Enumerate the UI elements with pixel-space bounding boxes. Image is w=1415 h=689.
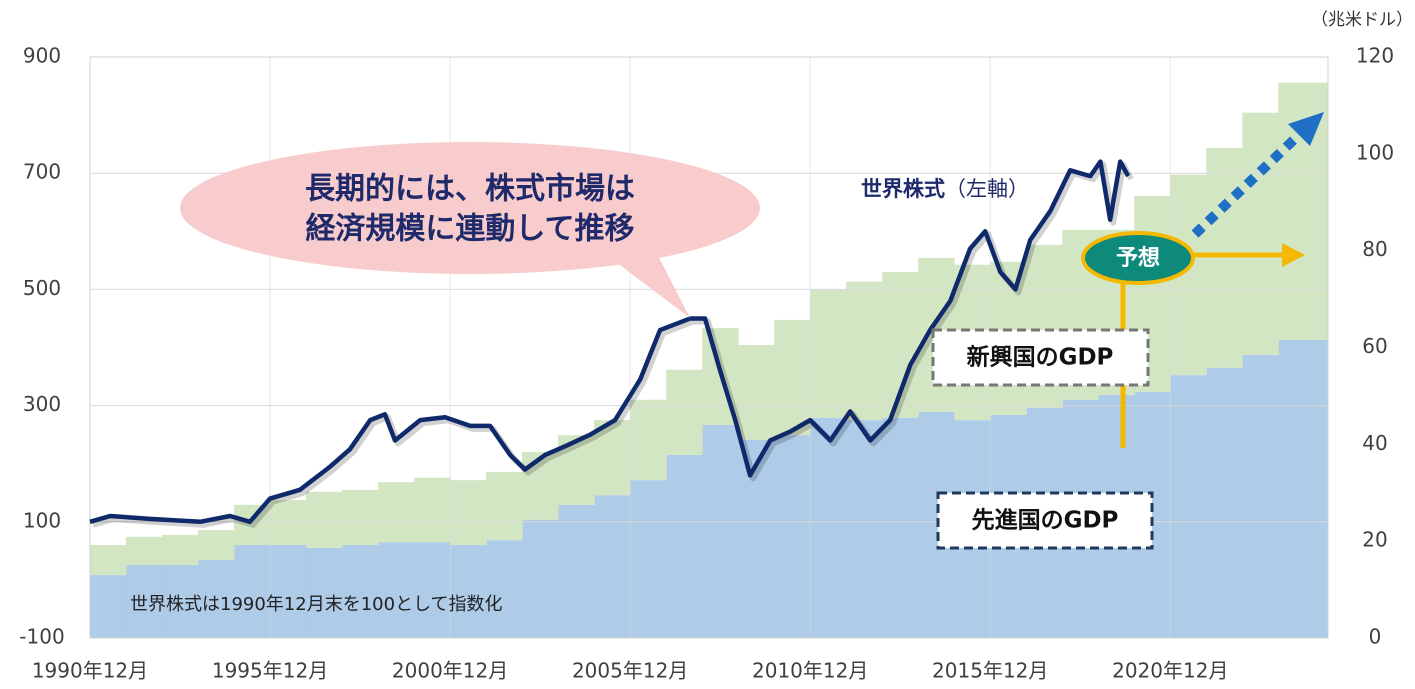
area-step: [738, 345, 775, 440]
bubble: [180, 142, 760, 274]
area-step: [1242, 354, 1279, 638]
forecast-label: 予想: [1116, 246, 1160, 271]
label-box: [936, 491, 1154, 550]
area-step: [414, 542, 451, 638]
annotations: 長期的には、株式市場は 経済規模に連動して推移 世界株式 （左軸） 予想 新興国…: [130, 10, 1413, 615]
area-step: [1170, 375, 1207, 638]
area-step: [1278, 339, 1329, 638]
area-step: [162, 564, 199, 638]
note: 世界株式は1990年12月末を100として指数化: [130, 594, 503, 615]
area-step: [666, 454, 703, 638]
area-step: [198, 530, 235, 561]
area-step: [594, 420, 631, 496]
area-step: [270, 500, 307, 546]
line: [89, 159, 1131, 525]
area-step: [522, 452, 559, 520]
area-step: [126, 536, 163, 565]
label-box: [931, 328, 1150, 387]
forecast-badge: [1081, 231, 1195, 285]
forecast-arrow: [1191, 128, 1306, 238]
area-step: [306, 491, 343, 548]
area-step: [738, 439, 775, 638]
y-tick-label: 500: [23, 276, 61, 300]
area-step: [702, 424, 739, 638]
y2-tick-label: 20: [1362, 528, 1387, 552]
bubble-text: 長期的には、株式市場は: [305, 172, 635, 207]
area-step: [558, 504, 595, 638]
arrow-head: [1282, 243, 1305, 267]
y2-tick-label: 60: [1362, 334, 1387, 358]
area-step: [270, 545, 307, 638]
y-tick-label: 700: [23, 160, 61, 184]
arrow-head: [1288, 112, 1324, 146]
area-step: [846, 420, 883, 638]
area-step: [774, 319, 811, 436]
area-step: [450, 545, 487, 638]
area-step: [342, 489, 379, 546]
y-tick-label: 100: [23, 508, 61, 532]
area-step: [666, 369, 703, 455]
y-tick-label: 300: [23, 392, 61, 416]
axis-note: （左軸）: [945, 177, 1029, 201]
x-tick-label: 1995年12月: [212, 659, 328, 683]
series-label: 世界株式: [861, 177, 945, 201]
area-step: [414, 477, 451, 543]
area-step: [126, 564, 163, 638]
area-step: [1206, 148, 1243, 368]
x-tick-label: 2010年12月: [752, 659, 868, 683]
y2-tick-label: 100: [1356, 140, 1394, 164]
area-step: [630, 480, 667, 638]
area-step: [450, 480, 487, 546]
series-label: 先進国のGDP: [972, 508, 1119, 534]
y2-tick-label: 40: [1362, 431, 1387, 455]
y2-unit: （兆米ドル）: [1311, 10, 1413, 30]
area-step: [162, 534, 199, 565]
plot-frame: [89, 56, 1329, 639]
area-step: [378, 482, 415, 543]
area-step: [378, 542, 415, 638]
y-tick-label: -100: [19, 625, 64, 649]
area-step: [1242, 112, 1279, 355]
area-step: [306, 547, 343, 638]
area-step: [342, 545, 379, 638]
area-step: [630, 399, 667, 481]
x-tick-label: 1990年12月: [32, 659, 148, 683]
x-tick-label: 2015年12月: [932, 659, 1048, 683]
y2-tick-label: 80: [1362, 237, 1387, 261]
area-step: [486, 540, 523, 638]
area-step: [810, 417, 847, 638]
area-step: [594, 495, 631, 638]
y2-tick-label: 120: [1356, 44, 1394, 68]
area-step: [234, 504, 271, 546]
area-step: [846, 281, 883, 421]
y-tick-label: 900: [23, 44, 61, 68]
area-step: [234, 545, 271, 638]
area-step: [882, 417, 919, 638]
y2-tick-label: 0: [1369, 625, 1382, 649]
area-step: [90, 575, 127, 638]
area-step: [810, 289, 847, 418]
area-step: [522, 519, 559, 638]
x-tick-label: 2005年12月: [572, 659, 688, 683]
area-step: [1206, 367, 1243, 638]
bubble-text: 経済規模に連動して推移: [305, 212, 634, 247]
x-tick-label: 2020年12月: [1112, 659, 1228, 683]
series-label: 新興国のGDP: [967, 344, 1114, 371]
area-step: [198, 560, 235, 638]
area-step: [774, 435, 811, 638]
x-tick-label: 2000年12月: [392, 659, 508, 683]
area-step: [90, 545, 127, 576]
area-step: [486, 471, 523, 541]
